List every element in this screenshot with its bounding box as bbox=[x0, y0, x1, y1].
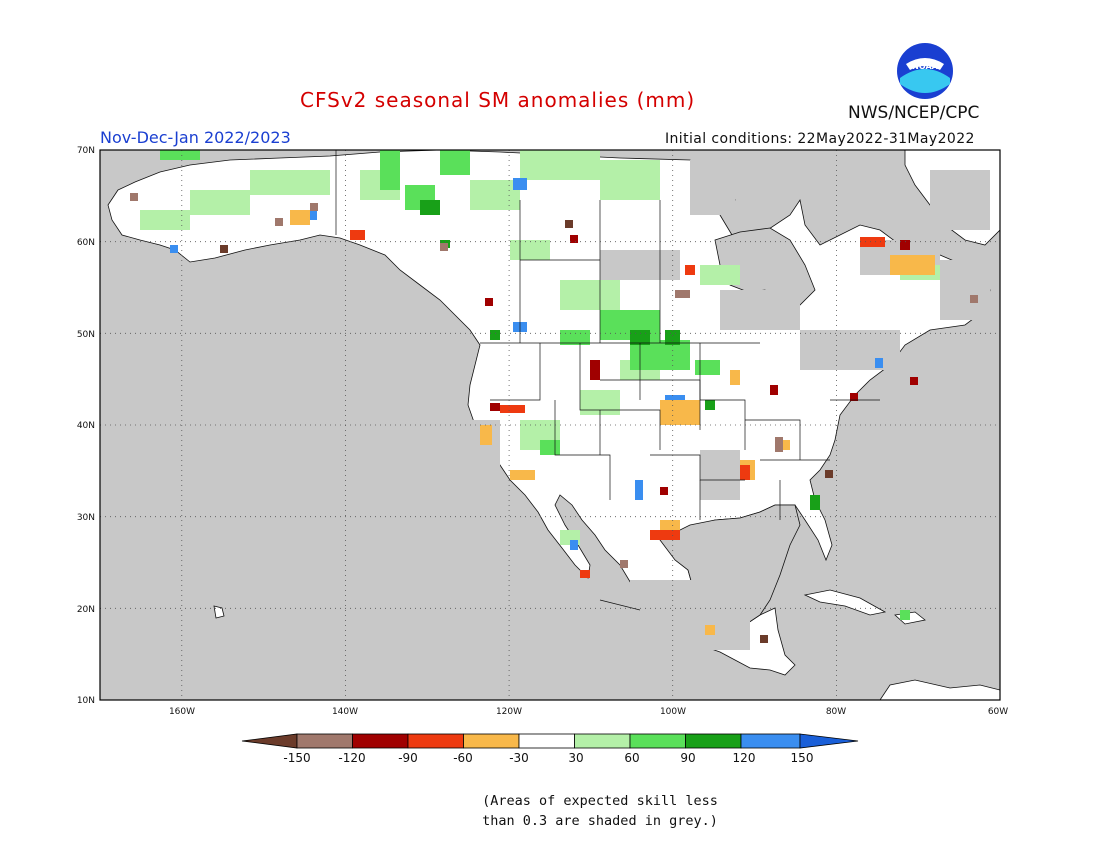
lat-label: 60N bbox=[77, 238, 95, 248]
lon-label: 160W bbox=[169, 707, 195, 717]
colorbar-label: -60 bbox=[453, 751, 473, 765]
lat-label: 70N bbox=[77, 146, 95, 156]
political-boundaries bbox=[335, 150, 880, 611]
land-layer bbox=[100, 150, 1000, 700]
venezuela-coast bbox=[879, 679, 1000, 700]
colorbar-label: -120 bbox=[338, 751, 365, 765]
lat-label: 30N bbox=[77, 513, 95, 523]
colorbar-swatch bbox=[629, 733, 686, 749]
colorbar-label: 120 bbox=[733, 751, 756, 765]
colorbar-label: 150 bbox=[791, 751, 814, 765]
colorbar-label: 60 bbox=[624, 751, 639, 765]
colorbar-label: 30 bbox=[568, 751, 583, 765]
lat-label: 10N bbox=[77, 696, 95, 706]
season-label: Nov-Dec-Jan 2022/2023 bbox=[100, 128, 291, 147]
colorbar-label: -150 bbox=[283, 751, 310, 765]
lon-label: 60W bbox=[988, 707, 1008, 717]
colorbar-swatch bbox=[352, 733, 409, 749]
colorbar-label: 90 bbox=[680, 751, 695, 765]
hawaii bbox=[213, 605, 225, 619]
lon-label: 120W bbox=[496, 707, 522, 717]
lon-label: 140W bbox=[332, 707, 358, 717]
skill-note: (Areas of expected skill less than 0.3 a… bbox=[470, 791, 730, 831]
colorbar-swatch-highest bbox=[799, 733, 859, 749]
lon-labels: 160W 140W 120W 100W 80W 60W bbox=[169, 707, 1008, 717]
colorbar-swatch bbox=[740, 733, 801, 749]
colorbar-swatch bbox=[574, 733, 631, 749]
colorbar-label: -30 bbox=[509, 751, 529, 765]
initial-conditions-label: Initial conditions: 22May2022-31May2022 bbox=[665, 131, 975, 147]
colorbar-swatch bbox=[407, 733, 464, 749]
map-frame bbox=[99, 149, 1001, 701]
lon-label: 100W bbox=[660, 707, 686, 717]
skill-note-line: than 0.3 are shaded in grey.) bbox=[482, 813, 718, 829]
logo-text: NOAA bbox=[912, 62, 938, 71]
skill-note-line: (Areas of expected skill less bbox=[482, 793, 718, 809]
lat-labels: 70N 60N 50N 40N 30N 20N 10N bbox=[77, 146, 95, 706]
agency-label: NWS/NCEP/CPC bbox=[848, 103, 980, 123]
noaa-logo-icon: NOAA bbox=[897, 43, 953, 99]
colorbar-swatch-lowest bbox=[241, 733, 298, 749]
colorbar-swatch bbox=[463, 733, 520, 749]
colorbar bbox=[241, 733, 859, 749]
graticule bbox=[100, 150, 1000, 700]
colorbar-label: -90 bbox=[398, 751, 418, 765]
cuba bbox=[803, 589, 887, 616]
colorbar-swatch bbox=[685, 733, 742, 749]
colorbar-labels: -150 -120 -90 -60 -30 30 60 90 120 150 bbox=[283, 751, 813, 765]
colorbar-swatch bbox=[518, 733, 575, 749]
lat-label: 50N bbox=[77, 330, 95, 340]
chart-title: CFSv2 seasonal SM anomalies (mm) bbox=[300, 88, 696, 112]
lat-label: 20N bbox=[77, 605, 95, 615]
lon-label: 80W bbox=[826, 707, 846, 717]
colorbar-swatch bbox=[296, 733, 353, 749]
lat-label: 40N bbox=[77, 421, 95, 431]
